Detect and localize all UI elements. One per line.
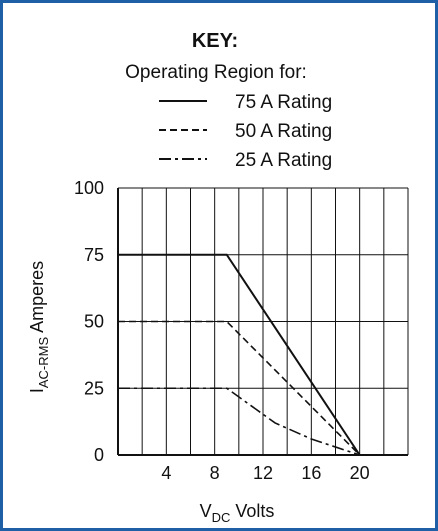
x-tick-labels: 4 8 12 16 20 — [161, 463, 369, 483]
series-line-dashed — [118, 320, 361, 456]
series-line-dashdot — [118, 387, 360, 456]
y-axis-label: IAC-RMS Amperes — [27, 261, 51, 393]
x-tick-label: 4 — [161, 463, 171, 483]
y-tick-label: 25 — [84, 378, 104, 398]
x-tick-label: 16 — [301, 463, 321, 483]
series-line-solid — [118, 253, 361, 456]
x-tick-label: 8 — [210, 463, 220, 483]
x-tick-label: 12 — [253, 463, 273, 483]
y-tick-label: 75 — [84, 245, 104, 265]
y-tick-label: 0 — [94, 445, 104, 465]
legend: KEY: Operating Region for: 75 A Rating 50… — [125, 30, 332, 171]
series-lines — [118, 253, 361, 456]
legend-entry-label: 75 A Rating — [235, 92, 332, 113]
x-axis-label: VDC Volts — [200, 501, 275, 525]
y-tick-label: 100 — [74, 178, 104, 198]
legend-title: KEY: — [192, 30, 238, 52]
y-tick-label: 50 — [84, 312, 104, 332]
grid — [118, 187, 409, 455]
legend-subtitle: Operating Region for: — [125, 62, 307, 83]
legend-entry-label: 25 A Rating — [235, 150, 332, 171]
y-tick-labels: 0 25 50 75 100 — [74, 178, 104, 465]
axes — [117, 188, 408, 456]
x-tick-label: 20 — [350, 463, 370, 483]
legend-entry-label: 50 A Rating — [235, 121, 332, 142]
chart: KEY: Operating Region for: 75 A Rating 50… — [27, 30, 409, 525]
